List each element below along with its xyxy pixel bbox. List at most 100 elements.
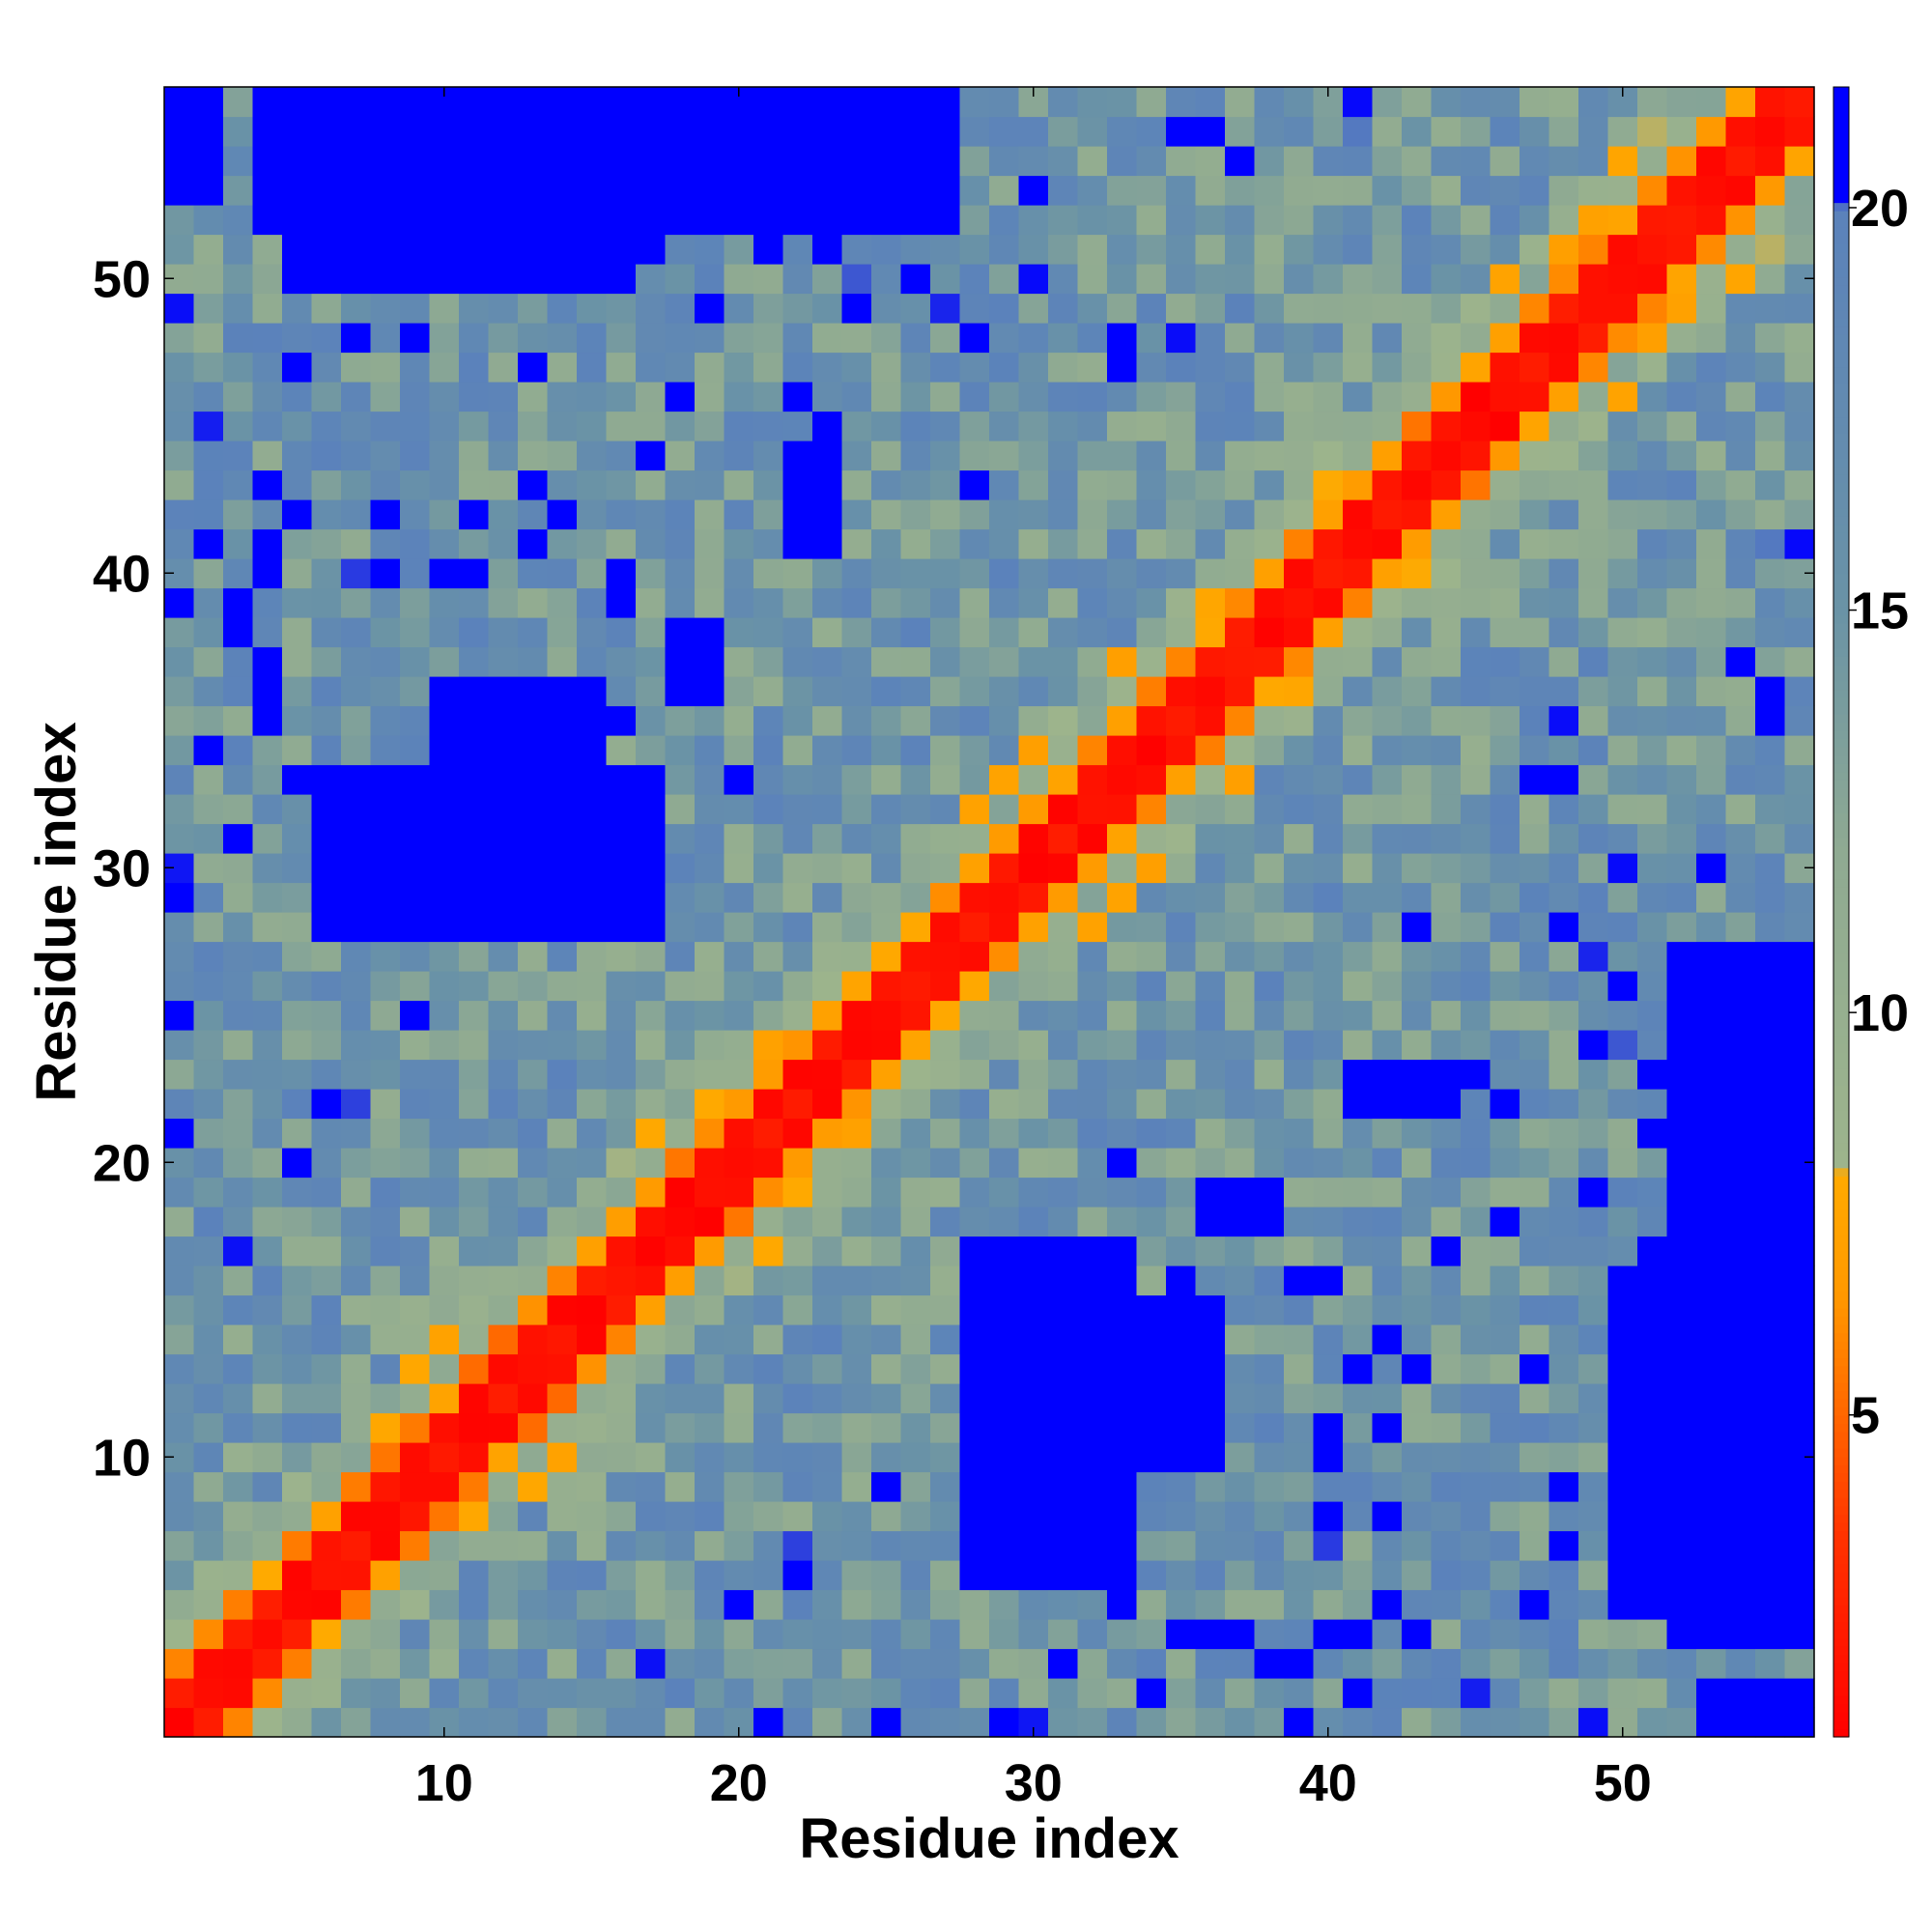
heatmap-cell xyxy=(1725,146,1756,177)
heatmap-cell xyxy=(547,175,578,206)
heatmap-cell xyxy=(1313,794,1344,825)
heatmap-cell xyxy=(989,411,1020,441)
heatmap-cell xyxy=(223,587,254,618)
heatmap-cell xyxy=(724,205,754,236)
heatmap-cell xyxy=(1755,1471,1786,1502)
heatmap-cell xyxy=(1048,116,1079,147)
heatmap-cell xyxy=(1461,853,1492,884)
heatmap-cell xyxy=(1725,382,1756,412)
heatmap-cell xyxy=(1431,941,1462,972)
heatmap-cell xyxy=(311,1353,342,1384)
heatmap-cell xyxy=(223,912,254,943)
colorbar-segment xyxy=(1833,532,1849,542)
heatmap-cell xyxy=(1195,971,1226,1002)
heatmap-cell xyxy=(1107,469,1138,500)
heatmap-cell xyxy=(812,205,843,236)
heatmap-cell xyxy=(429,912,460,943)
heatmap-cell xyxy=(695,146,725,177)
heatmap-cell xyxy=(1607,528,1638,559)
colorbar-segment xyxy=(1833,1472,1849,1482)
heatmap-cell xyxy=(1048,1501,1079,1532)
heatmap-cell xyxy=(429,971,460,1002)
colorbar-segment xyxy=(1833,1365,1849,1375)
heatmap-cell xyxy=(370,528,401,559)
heatmap-cell xyxy=(1372,1236,1403,1266)
heatmap-cell xyxy=(1372,971,1403,1002)
heatmap-cell xyxy=(341,1089,372,1120)
heatmap-cell xyxy=(1490,912,1520,943)
heatmap-cell xyxy=(989,1118,1020,1149)
heatmap-cell xyxy=(1548,175,1579,206)
heatmap-cell xyxy=(1136,1207,1167,1237)
heatmap-cell xyxy=(223,205,254,236)
heatmap-cell xyxy=(841,1589,872,1620)
heatmap-cell xyxy=(1548,1207,1579,1237)
heatmap-cell xyxy=(1696,1030,1727,1061)
heatmap-cell xyxy=(1548,1294,1579,1325)
heatmap-cell xyxy=(1048,499,1079,530)
heatmap-cell xyxy=(400,1560,431,1591)
heatmap-cell xyxy=(164,912,195,943)
heatmap-cell xyxy=(1490,205,1520,236)
heatmap-cell xyxy=(989,234,1020,265)
heatmap-cell xyxy=(164,1030,195,1061)
heatmap-cell xyxy=(429,882,460,913)
heatmap-cell xyxy=(930,1265,961,1296)
heatmap-cell xyxy=(753,617,784,648)
heatmap-cell xyxy=(429,1059,460,1090)
heatmap-cell xyxy=(1343,1324,1374,1355)
heatmap-cell xyxy=(1461,323,1492,354)
heatmap-cell xyxy=(1107,558,1138,589)
heatmap-cell xyxy=(459,528,490,559)
heatmap-cell xyxy=(193,205,224,236)
heatmap-cell xyxy=(1637,1059,1668,1090)
heatmap-cell xyxy=(782,912,813,943)
heatmap-cell xyxy=(1225,1148,1256,1179)
heatmap-cell xyxy=(1548,587,1579,618)
heatmap-cell xyxy=(400,1353,431,1384)
heatmap-cell xyxy=(1166,352,1197,383)
heatmap-cell xyxy=(989,146,1020,177)
heatmap-cell xyxy=(1548,116,1579,147)
heatmap-cell xyxy=(488,1560,519,1591)
heatmap-cell xyxy=(400,1383,431,1414)
heatmap-cell xyxy=(400,1707,431,1738)
heatmap-cell xyxy=(1666,1236,1697,1266)
heatmap-cell xyxy=(695,1207,725,1237)
heatmap-cell xyxy=(665,87,696,118)
heatmap-cell xyxy=(341,175,372,206)
heatmap-cell xyxy=(1548,912,1579,943)
heatmap-cell xyxy=(1343,558,1374,589)
heatmap-cell xyxy=(1136,558,1167,589)
heatmap-cell xyxy=(1077,882,1108,913)
heatmap-cell xyxy=(1254,1707,1285,1738)
heatmap-cell xyxy=(1725,1471,1756,1502)
heatmap-cell xyxy=(1607,735,1638,766)
heatmap-cell xyxy=(311,382,342,412)
heatmap-cell xyxy=(1225,175,1256,206)
heatmap-cell xyxy=(841,323,872,354)
heatmap-cell xyxy=(1313,323,1344,354)
heatmap-cell xyxy=(1107,146,1138,177)
heatmap-cell xyxy=(1048,87,1079,118)
heatmap-cell xyxy=(400,1030,431,1061)
heatmap-cell xyxy=(1637,1324,1668,1355)
heatmap-cell xyxy=(1284,1501,1315,1532)
heatmap-cell xyxy=(636,1177,667,1208)
heatmap-cell xyxy=(1195,1619,1226,1650)
heatmap-cell xyxy=(1607,558,1638,589)
heatmap-cell xyxy=(1607,175,1638,206)
heatmap-cell xyxy=(665,794,696,825)
heatmap-cell xyxy=(1755,882,1786,913)
heatmap-cell xyxy=(1254,87,1285,118)
heatmap-cell xyxy=(1136,411,1167,441)
heatmap-cell xyxy=(1372,1324,1403,1355)
heatmap-cell xyxy=(223,558,254,589)
heatmap-cell xyxy=(1431,411,1462,441)
heatmap-cell xyxy=(989,971,1020,1002)
heatmap-cell xyxy=(400,558,431,589)
heatmap-cell xyxy=(959,1030,990,1061)
colorbar-segment xyxy=(1833,540,1849,550)
heatmap-cell xyxy=(1313,1619,1344,1650)
heatmap-cell xyxy=(841,1619,872,1650)
